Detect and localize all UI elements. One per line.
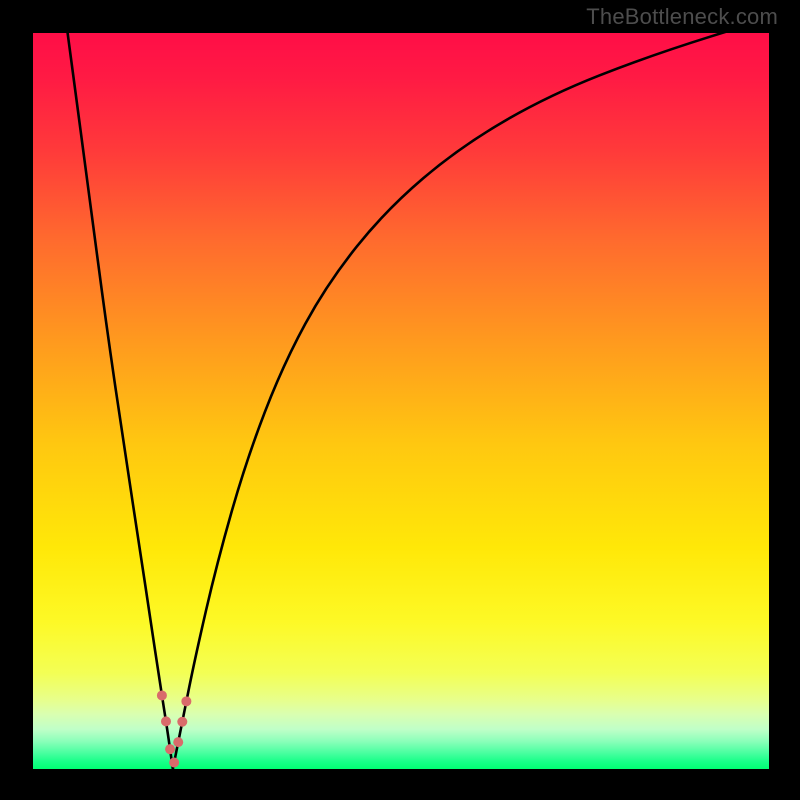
threshold-dot bbox=[181, 696, 191, 706]
watermark-text: TheBottleneck.com bbox=[586, 4, 778, 30]
threshold-dot bbox=[161, 716, 171, 726]
threshold-dot bbox=[173, 737, 183, 747]
curve-segment bbox=[68, 33, 173, 769]
threshold-dot bbox=[169, 757, 179, 767]
threshold-dot bbox=[157, 690, 167, 700]
bottleneck-curve-chart bbox=[33, 33, 769, 769]
chart-frame: TheBottleneck.com bbox=[0, 0, 800, 800]
plot-area bbox=[33, 33, 769, 769]
curve-segment bbox=[173, 33, 769, 769]
threshold-dot bbox=[165, 744, 175, 754]
threshold-dot bbox=[177, 717, 187, 727]
